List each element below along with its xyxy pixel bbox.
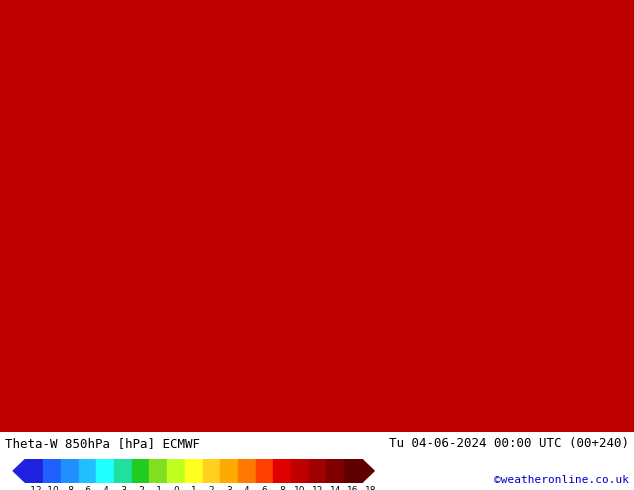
Bar <box>114 459 132 483</box>
Bar <box>185 459 202 483</box>
Text: Tu 04-06-2024 00:00 UTC (00+240): Tu 04-06-2024 00:00 UTC (00+240) <box>389 437 629 450</box>
Text: 12: 12 <box>312 486 323 490</box>
Bar <box>167 459 185 483</box>
Bar <box>344 459 362 483</box>
Bar <box>61 459 79 483</box>
Text: -6: -6 <box>83 486 92 490</box>
Bar <box>25 459 43 483</box>
Text: 10: 10 <box>294 486 306 490</box>
Bar <box>150 459 167 483</box>
Text: 8: 8 <box>280 486 285 490</box>
Bar <box>79 459 96 483</box>
Text: 16: 16 <box>347 486 359 490</box>
Bar <box>43 459 61 483</box>
Bar <box>273 459 291 483</box>
Text: -2: -2 <box>136 486 145 490</box>
Bar <box>327 459 344 483</box>
Text: -10: -10 <box>45 486 60 490</box>
Bar <box>291 459 309 483</box>
Bar <box>132 459 150 483</box>
Text: 3: 3 <box>226 486 232 490</box>
Text: -8: -8 <box>65 486 74 490</box>
Bar <box>238 459 256 483</box>
Text: -4: -4 <box>101 486 110 490</box>
Text: -1: -1 <box>154 486 163 490</box>
Text: Theta-W 850hPa [hPa] ECMWF: Theta-W 850hPa [hPa] ECMWF <box>5 437 200 450</box>
Bar <box>309 459 327 483</box>
Bar <box>202 459 220 483</box>
Text: 0: 0 <box>173 486 179 490</box>
Text: 1: 1 <box>191 486 197 490</box>
Polygon shape <box>13 459 25 483</box>
Text: ©weatheronline.co.uk: ©weatheronline.co.uk <box>494 475 629 486</box>
Bar <box>96 459 114 483</box>
Polygon shape <box>362 459 374 483</box>
Text: -12: -12 <box>27 486 42 490</box>
Bar <box>256 459 273 483</box>
Bar <box>220 459 238 483</box>
Text: 2: 2 <box>209 486 214 490</box>
Text: 18: 18 <box>365 486 377 490</box>
Text: 4: 4 <box>244 486 250 490</box>
Text: 14: 14 <box>330 486 341 490</box>
Text: -3: -3 <box>119 486 127 490</box>
Text: 6: 6 <box>262 486 268 490</box>
